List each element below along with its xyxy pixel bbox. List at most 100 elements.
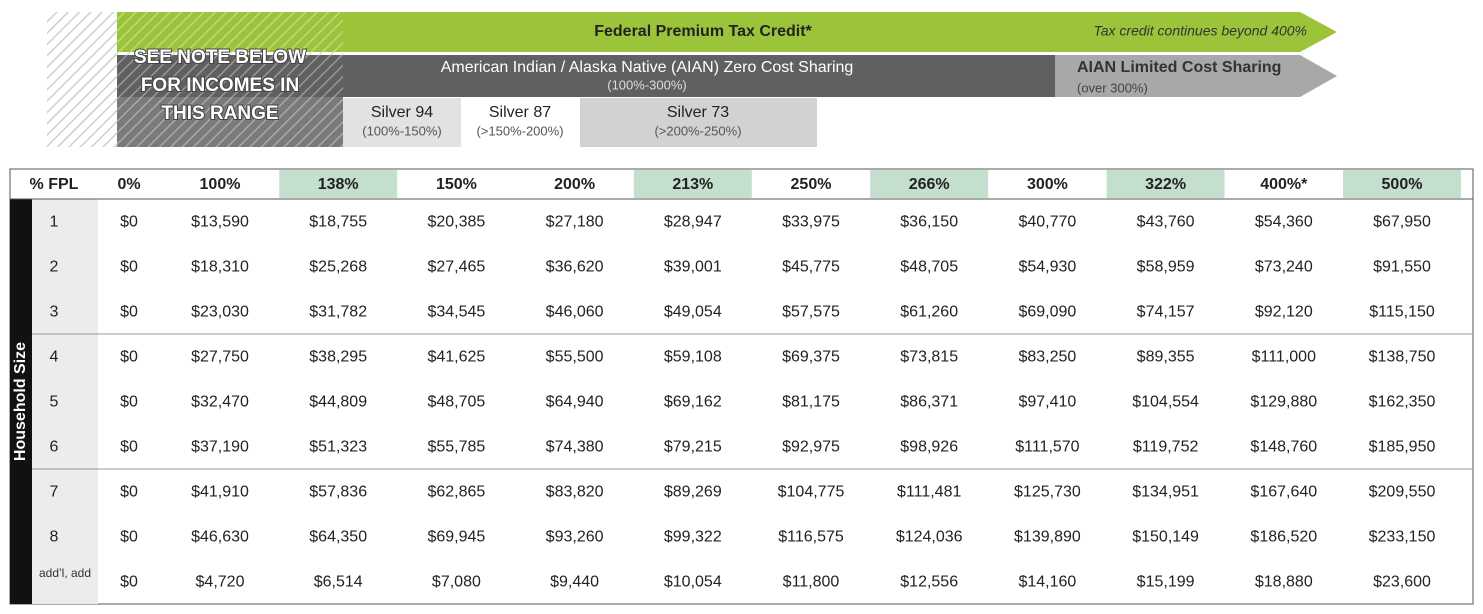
- table-cell: $111,000: [1252, 349, 1316, 366]
- table-cell: $69,375: [782, 349, 840, 366]
- table-cell: $32,470: [191, 394, 249, 411]
- table-cell: $37,190: [191, 439, 249, 456]
- aian-zero-label: American Indian / Alaska Native (AIAN) Z…: [441, 59, 854, 76]
- table-cell: $89,355: [1137, 349, 1195, 366]
- table-cell: $111,570: [1015, 439, 1079, 456]
- table-cell: $36,150: [900, 214, 958, 231]
- silver-87-band: [461, 98, 580, 147]
- header-cell: 322%: [1145, 176, 1186, 193]
- table-cell: $46,630: [191, 529, 249, 546]
- table-cell: $33,975: [782, 214, 840, 231]
- table-cell: $7,080: [432, 574, 481, 591]
- table-cell: $86,371: [900, 394, 958, 411]
- header-cell: 250%: [791, 176, 832, 193]
- table-cell: $150,149: [1132, 529, 1199, 546]
- row-label-band: [32, 199, 98, 604]
- table-cell: $79,215: [664, 439, 722, 456]
- row-label: 3: [50, 304, 59, 321]
- table-cell: $41,910: [191, 484, 249, 501]
- table-cell: $48,705: [427, 394, 485, 411]
- row-label: 1: [50, 214, 59, 231]
- table-cell: $64,350: [309, 529, 367, 546]
- table-cell: $148,760: [1250, 439, 1317, 456]
- table-cell: $83,250: [1018, 349, 1076, 366]
- table-cell: $57,836: [309, 484, 367, 501]
- table-cell: $12,556: [900, 574, 958, 591]
- table-cell: $27,465: [427, 259, 485, 276]
- federal-label: Federal Premium Tax Credit*: [594, 23, 812, 40]
- table-cell: $111,481: [897, 484, 961, 501]
- silver-94-band: [343, 98, 461, 147]
- table-cell: $38,295: [309, 349, 367, 366]
- table-cell: $0: [120, 484, 138, 501]
- table-cell: $54,360: [1255, 214, 1313, 231]
- table-cell: $25,268: [309, 259, 367, 276]
- table-cell: $18,880: [1255, 574, 1313, 591]
- table-cell: $185,950: [1369, 439, 1436, 456]
- table-cell: $186,520: [1250, 529, 1317, 546]
- table-cell: $0: [120, 214, 138, 231]
- note-text: FOR INCOMES IN: [141, 75, 299, 96]
- table-cell: $74,380: [546, 439, 604, 456]
- aian-limited-range: (over 300%): [1077, 80, 1148, 95]
- table-cell: $74,157: [1137, 304, 1195, 321]
- table-cell: $69,945: [427, 529, 485, 546]
- table-cell: $134,951: [1132, 484, 1199, 501]
- table-cell: $4,720: [196, 574, 245, 591]
- table-cell: $23,030: [191, 304, 249, 321]
- table-cell: $58,959: [1137, 259, 1195, 276]
- silver-range: (100%-150%): [362, 123, 442, 138]
- header-cell: 200%: [554, 176, 595, 193]
- table-cell: $69,090: [1018, 304, 1076, 321]
- table-cell: $167,640: [1250, 484, 1317, 501]
- table-cell: $125,730: [1014, 484, 1081, 501]
- table-cell: $28,947: [664, 214, 722, 231]
- row-label: 4: [50, 349, 59, 366]
- header-highlight: [1106, 170, 1225, 198]
- table-cell: $233,150: [1369, 529, 1436, 546]
- side-label: Household Size: [12, 342, 29, 461]
- header-cell: 100%: [200, 176, 241, 193]
- table-cell: $18,755: [309, 214, 367, 231]
- header-highlight: [1343, 170, 1461, 198]
- table-cell: $36,620: [546, 259, 604, 276]
- table-cell: $39,001: [664, 259, 722, 276]
- table-cell: $27,750: [191, 349, 249, 366]
- table-cell: $73,240: [1255, 259, 1313, 276]
- table-cell: $104,554: [1132, 394, 1199, 411]
- table-cell: $34,545: [427, 304, 485, 321]
- header-cell: 0%: [117, 176, 140, 193]
- header-cell: 300%: [1027, 176, 1068, 193]
- table-cell: $41,625: [427, 349, 485, 366]
- table-cell: $14,160: [1018, 574, 1076, 591]
- table-cell: $9,440: [550, 574, 599, 591]
- table-cell: $0: [120, 529, 138, 546]
- table-cell: $23,600: [1373, 574, 1431, 591]
- table-cell: $59,108: [664, 349, 722, 366]
- table-cell: $15,199: [1137, 574, 1195, 591]
- table-cell: $40,770: [1018, 214, 1076, 231]
- table-frame: [9, 168, 1474, 605]
- aian-limited-label: AIAN Limited Cost Sharing: [1077, 59, 1281, 76]
- header-cell: % FPL: [30, 176, 79, 193]
- header-cell: 500%: [1382, 176, 1423, 193]
- table-cell: $91,550: [1373, 259, 1431, 276]
- header-cell: 150%: [436, 176, 477, 193]
- silver-range: (>150%-200%): [476, 123, 563, 138]
- silver-range: (>200%-250%): [654, 123, 741, 138]
- header-cell: 213%: [672, 176, 713, 193]
- row-label: 2: [50, 259, 59, 276]
- federal-band: [117, 12, 1337, 52]
- table-cell: $116,575: [778, 529, 844, 546]
- table-cell: $31,782: [309, 304, 367, 321]
- table-cell: $49,054: [664, 304, 722, 321]
- table-cell: $0: [120, 259, 138, 276]
- table-cell: $0: [120, 349, 138, 366]
- table-cell: $119,752: [1133, 439, 1199, 456]
- row-label: 8: [50, 529, 59, 546]
- table-cell: $93,260: [546, 529, 604, 546]
- row-label: 5: [50, 394, 59, 411]
- table-cell: $61,260: [900, 304, 958, 321]
- table-cell: $92,975: [782, 439, 840, 456]
